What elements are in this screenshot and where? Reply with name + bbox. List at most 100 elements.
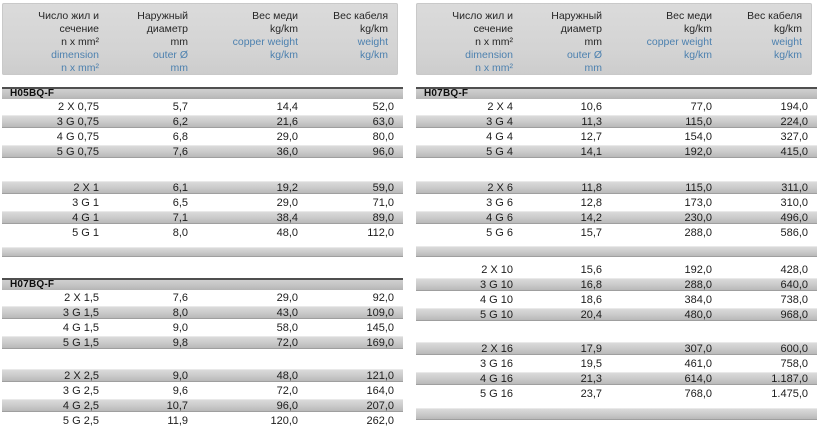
cell-outer-diameter: 9,6 — [172, 384, 188, 397]
table-row: 2 X 1 6,1 19,2 59,0 — [2, 180, 403, 195]
cell-outer-diameter: 23,7 — [580, 387, 602, 400]
table-row: 2 X 1,5 7,6 29,0 92,0 — [2, 290, 403, 305]
column-header: Вес меди kg/km copper weight kg/km — [188, 10, 298, 75]
cell-cable-weight: 109,0 — [366, 306, 394, 319]
cell-cable-weight: 52,0 — [372, 100, 394, 113]
cell-dimension: 2 X 1 — [73, 181, 99, 194]
table-row: 5 G 6 15,7 288,0 586,0 — [416, 225, 817, 240]
header-line-ru: диаметр — [560, 23, 602, 35]
section-label: H05BQ-F — [10, 88, 55, 99]
header-line-en: weight — [771, 36, 802, 48]
cell-cable-weight: 80,0 — [372, 130, 394, 143]
empty-gray-row — [416, 407, 817, 421]
table-row: 4 G 1,5 9,0 58,0 145,0 — [2, 320, 403, 335]
cell-dimension: 2 X 1,5 — [64, 291, 99, 304]
cell-dimension: 5 G 2,5 — [62, 414, 99, 427]
cell-copper-weight: 480,0 — [684, 308, 712, 321]
section-header-h07bq-f: H07BQ-F — [2, 278, 403, 290]
cell-outer-diameter: 5,7 — [172, 100, 188, 113]
header-line-en: mm — [170, 62, 189, 74]
cell-outer-diameter: 21,3 — [580, 372, 602, 385]
cell-outer-diameter: 6,8 — [172, 130, 188, 143]
cell-outer-diameter: 8,0 — [172, 306, 188, 319]
cell-dimension: 3 G 6 — [486, 196, 513, 209]
cell-dimension: 4 G 6 — [486, 211, 513, 224]
header-line-ru: Вес меди — [252, 10, 298, 22]
cell-copper-weight: 120,0 — [270, 414, 298, 427]
header-line-en: kg/km — [359, 49, 388, 61]
cell-outer-diameter: 18,6 — [580, 293, 602, 306]
header-line-ru: kg/km — [773, 23, 802, 35]
header-line-en: mm — [584, 62, 603, 74]
cell-outer-diameter: 20,4 — [580, 308, 602, 321]
cell-cable-weight: 63,0 — [372, 115, 394, 128]
cell-dimension: 2 X 16 — [481, 342, 513, 355]
cell-cable-weight: 415,0 — [780, 145, 808, 158]
header-line-en: weight — [357, 36, 388, 48]
cell-dimension: 4 G 1 — [72, 211, 99, 224]
table-row: 5 G 4 14,1 192,0 415,0 — [416, 144, 817, 159]
table-row: 2 X 2,5 9,0 48,0 121,0 — [2, 368, 403, 383]
cell-copper-weight: 614,0 — [684, 372, 712, 385]
spacer — [416, 75, 817, 87]
cell-outer-diameter: 10,6 — [580, 100, 602, 113]
cell-outer-diameter: 10,7 — [166, 399, 188, 412]
cell-outer-diameter: 15,6 — [580, 263, 602, 276]
cell-copper-weight: 192,0 — [684, 263, 712, 276]
cell-cable-weight: 327,0 — [780, 130, 808, 143]
table-row: 4 G 10 18,6 384,0 738,0 — [416, 292, 817, 307]
cell-copper-weight: 29,0 — [276, 130, 298, 143]
cell-copper-weight: 384,0 — [684, 293, 712, 306]
cell-cable-weight: 145,0 — [366, 321, 394, 334]
header-line-ru: сечение — [473, 23, 513, 35]
cell-copper-weight: 230,0 — [684, 211, 712, 224]
table-row: 4 G 2,5 10,7 96,0 207,0 — [2, 398, 403, 413]
cell-dimension: 2 X 4 — [487, 100, 513, 113]
column-header: Вес кабеля kg/km weight kg/km — [712, 10, 802, 75]
cell-outer-diameter: 9,0 — [172, 369, 188, 382]
cell-cable-weight: 59,0 — [372, 181, 394, 194]
header-line-ru: Вес меди — [666, 10, 712, 22]
spacer — [2, 75, 403, 87]
cell-dimension: 4 G 4 — [486, 130, 513, 143]
cell-cable-weight: 758,0 — [780, 357, 808, 370]
cell-copper-weight: 154,0 — [684, 130, 712, 143]
table-row: 2 X 10 15,6 192,0 428,0 — [416, 262, 817, 277]
cell-cable-weight: 600,0 — [780, 342, 808, 355]
cell-cable-weight: 310,0 — [780, 196, 808, 209]
cell-copper-weight: 38,4 — [276, 211, 298, 224]
cell-cable-weight: 224,0 — [780, 115, 808, 128]
table-row: 4 G 6 14,2 230,0 496,0 — [416, 210, 817, 225]
cell-outer-diameter: 6,5 — [172, 196, 188, 209]
cell-dimension: 3 G 2,5 — [62, 384, 99, 397]
empty-gray-row — [2, 246, 403, 258]
column-header: Вес кабеля kg/km weight kg/km — [298, 10, 388, 75]
cell-dimension: 3 G 4 — [486, 115, 513, 128]
cell-cable-weight: 194,0 — [780, 100, 808, 113]
header-line-ru: сечение — [59, 23, 99, 35]
cell-outer-diameter: 6,2 — [172, 115, 188, 128]
spacer — [416, 159, 817, 180]
cell-dimension: 5 G 10 — [479, 308, 513, 321]
cell-outer-diameter: 7,6 — [172, 291, 188, 304]
cell-copper-weight: 36,0 — [276, 145, 298, 158]
cell-outer-diameter: 9,0 — [172, 321, 188, 334]
header-line-en: kg/km — [269, 49, 298, 61]
cell-copper-weight: 192,0 — [684, 145, 712, 158]
spec-table-left: Число жил и сечение n x mm² dimension n x mm… — [2, 3, 403, 428]
table-row: 5 G 10 20,4 480,0 968,0 — [416, 307, 817, 322]
cell-copper-weight: 72,0 — [276, 384, 298, 397]
header-line-en: outer Ø — [152, 49, 188, 61]
cell-outer-diameter: 11,8 — [581, 181, 602, 194]
table-row: 3 G 4 11,3 115,0 224,0 — [416, 114, 817, 129]
header-line-ru: Наружный — [551, 10, 602, 22]
cell-outer-diameter: 17,9 — [580, 342, 602, 355]
cell-dimension: 3 G 10 — [479, 278, 513, 291]
cell-dimension: 5 G 4 — [486, 145, 513, 158]
cell-copper-weight: 43,0 — [276, 306, 298, 319]
table-row: 3 G 0,75 6,2 21,6 63,0 — [2, 114, 403, 129]
cell-outer-diameter: 15,7 — [580, 226, 602, 239]
cell-outer-diameter: 14,1 — [580, 145, 602, 158]
